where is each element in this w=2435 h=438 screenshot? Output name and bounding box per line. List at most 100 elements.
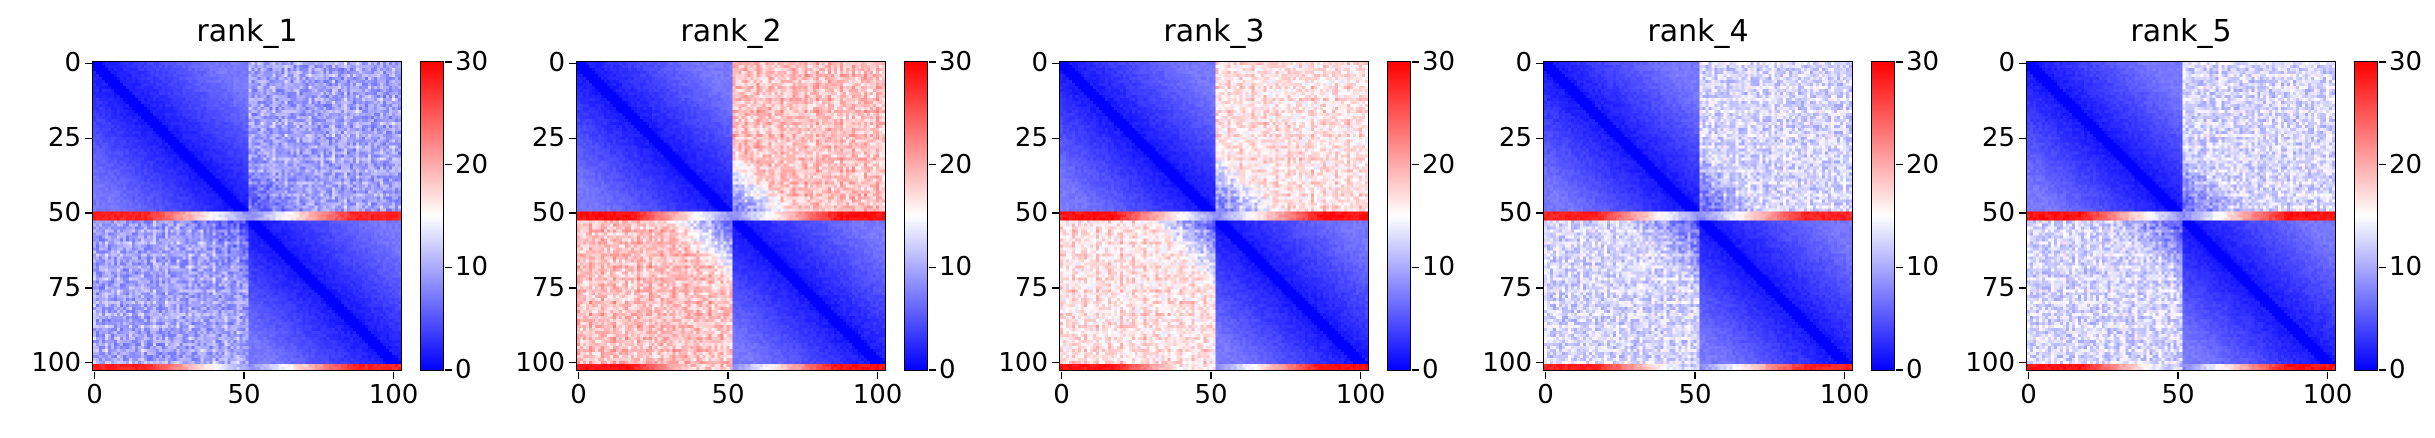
y-tick [568, 361, 576, 364]
colorbar-tick [1895, 266, 1903, 269]
colorbar-tick [444, 369, 452, 371]
x-tick-label: 100 [1335, 380, 1386, 410]
y-tick [2018, 62, 2026, 65]
x-tick [876, 371, 879, 379]
x-tick-label: 0 [570, 380, 587, 410]
y-tick [2018, 287, 2026, 289]
colorbar-tick-label: 20 [1906, 149, 1940, 180]
chart-title: rank_4 [1647, 14, 1749, 49]
y-tick-label: 75 [1014, 272, 1048, 303]
y-tick-label: 50 [1981, 198, 2015, 228]
x-tick [1694, 371, 1696, 379]
colorbar-tick [1895, 369, 1903, 371]
colorbar-tick-label: 20 [1422, 149, 1456, 180]
y-tick [1535, 212, 1543, 214]
y-tick-label: 25 [47, 123, 81, 154]
y-tick-label: 0 [1515, 48, 1532, 79]
y-tick-label: 0 [548, 48, 565, 79]
heatmap-cells [575, 60, 886, 371]
x-tick [1843, 371, 1846, 379]
x-tick [1544, 371, 1547, 379]
y-tick-label: 100 [1965, 347, 2015, 378]
y-tick [2018, 361, 2026, 364]
x-tick [2177, 371, 2179, 379]
colorbar-tick [1411, 369, 1419, 371]
y-tick-label: 0 [1031, 48, 1048, 79]
y-tick-label: 75 [47, 272, 81, 303]
colorbar-tick-label: 0 [1906, 355, 1923, 385]
colorbar-tick-label: 0 [939, 355, 956, 385]
y-tick-label: 25 [1014, 123, 1048, 154]
colorbar-tick-label: 30 [1906, 47, 1940, 77]
colorbar-tick [2378, 61, 2386, 63]
colorbar-tick [1411, 163, 1419, 166]
y-tick [1051, 361, 1059, 364]
colorbar-tick [1895, 61, 1903, 63]
y-tick-label: 25 [531, 123, 565, 154]
colorbar-tick [444, 61, 452, 63]
colorbar-tick [1411, 61, 1419, 63]
x-tick [93, 371, 96, 379]
y-tick [2018, 137, 2026, 139]
y-tick [84, 212, 92, 214]
chart-title: rank_2 [680, 14, 782, 49]
x-tick [577, 371, 580, 379]
colorbar [1386, 60, 1411, 371]
y-tick [1535, 287, 1543, 289]
heatmap-cells [91, 60, 402, 371]
y-tick [568, 287, 576, 289]
colorbar-tick-label: 30 [939, 47, 973, 77]
y-tick [1051, 62, 1059, 65]
colorbar-tick-label: 10 [939, 252, 973, 283]
colorbar-tick-label: 0 [455, 355, 472, 385]
y-tick-label: 100 [998, 347, 1048, 378]
y-tick [2018, 212, 2026, 214]
x-tick-label: 100 [852, 380, 903, 410]
x-tick [1210, 371, 1212, 379]
x-tick [727, 371, 729, 379]
y-tick [1051, 137, 1059, 139]
colorbar-tick [1411, 266, 1419, 269]
colorbar-tick-label: 10 [1906, 252, 1940, 283]
y-tick [84, 361, 92, 364]
y-tick [1535, 137, 1543, 139]
y-tick [1051, 212, 1059, 214]
colorbar-tick-label: 0 [1422, 355, 1439, 385]
x-tick-label: 100 [2302, 380, 2353, 410]
colorbar-tick [928, 369, 936, 371]
y-tick-label: 50 [531, 198, 565, 228]
x-tick-label: 50 [711, 380, 745, 410]
y-tick-label: 100 [515, 347, 565, 378]
colorbar-tick-label: 20 [939, 149, 973, 180]
y-tick-label: 0 [1998, 48, 2015, 79]
x-tick [392, 371, 395, 379]
x-tick-label: 0 [1537, 380, 1554, 410]
colorbar-tick [928, 163, 936, 166]
x-tick [2027, 371, 2030, 379]
y-tick [1535, 62, 1543, 65]
heatmap-cells [2025, 60, 2336, 371]
y-tick-label: 0 [64, 48, 81, 79]
x-tick [243, 371, 245, 379]
x-tick-label: 0 [1053, 380, 1070, 410]
y-tick [84, 62, 92, 65]
x-tick [1060, 371, 1063, 379]
y-tick [568, 137, 576, 139]
colorbar-tick [928, 61, 936, 63]
colorbar-tick-label: 30 [455, 47, 489, 77]
x-tick-label: 100 [1819, 380, 1870, 410]
chart-title: rank_3 [1163, 14, 1265, 49]
colorbar [903, 60, 928, 371]
x-tick [2326, 371, 2329, 379]
colorbar-tick [928, 266, 936, 269]
x-tick-label: 50 [227, 380, 261, 410]
y-tick-label: 75 [1981, 272, 2015, 303]
y-tick [568, 212, 576, 214]
colorbar-tick [444, 266, 452, 269]
colorbar-tick [2378, 266, 2386, 269]
y-tick [568, 62, 576, 65]
colorbar-tick-label: 20 [455, 149, 489, 180]
y-tick [1535, 361, 1543, 364]
x-tick-label: 0 [2020, 380, 2037, 410]
chart-title: rank_5 [2130, 14, 2232, 49]
